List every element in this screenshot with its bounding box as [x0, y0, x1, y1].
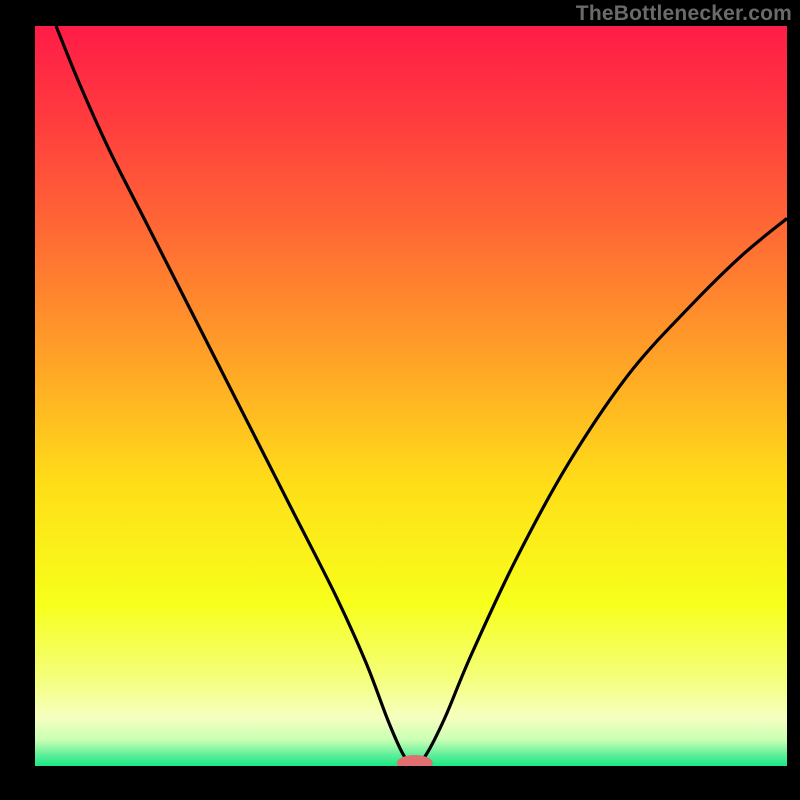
chart-stage: TheBottlenecker.com: [0, 0, 800, 800]
attribution-text: TheBottlenecker.com: [576, 2, 792, 26]
bottleneck-chart: [0, 0, 800, 800]
gradient-field: [35, 26, 787, 766]
